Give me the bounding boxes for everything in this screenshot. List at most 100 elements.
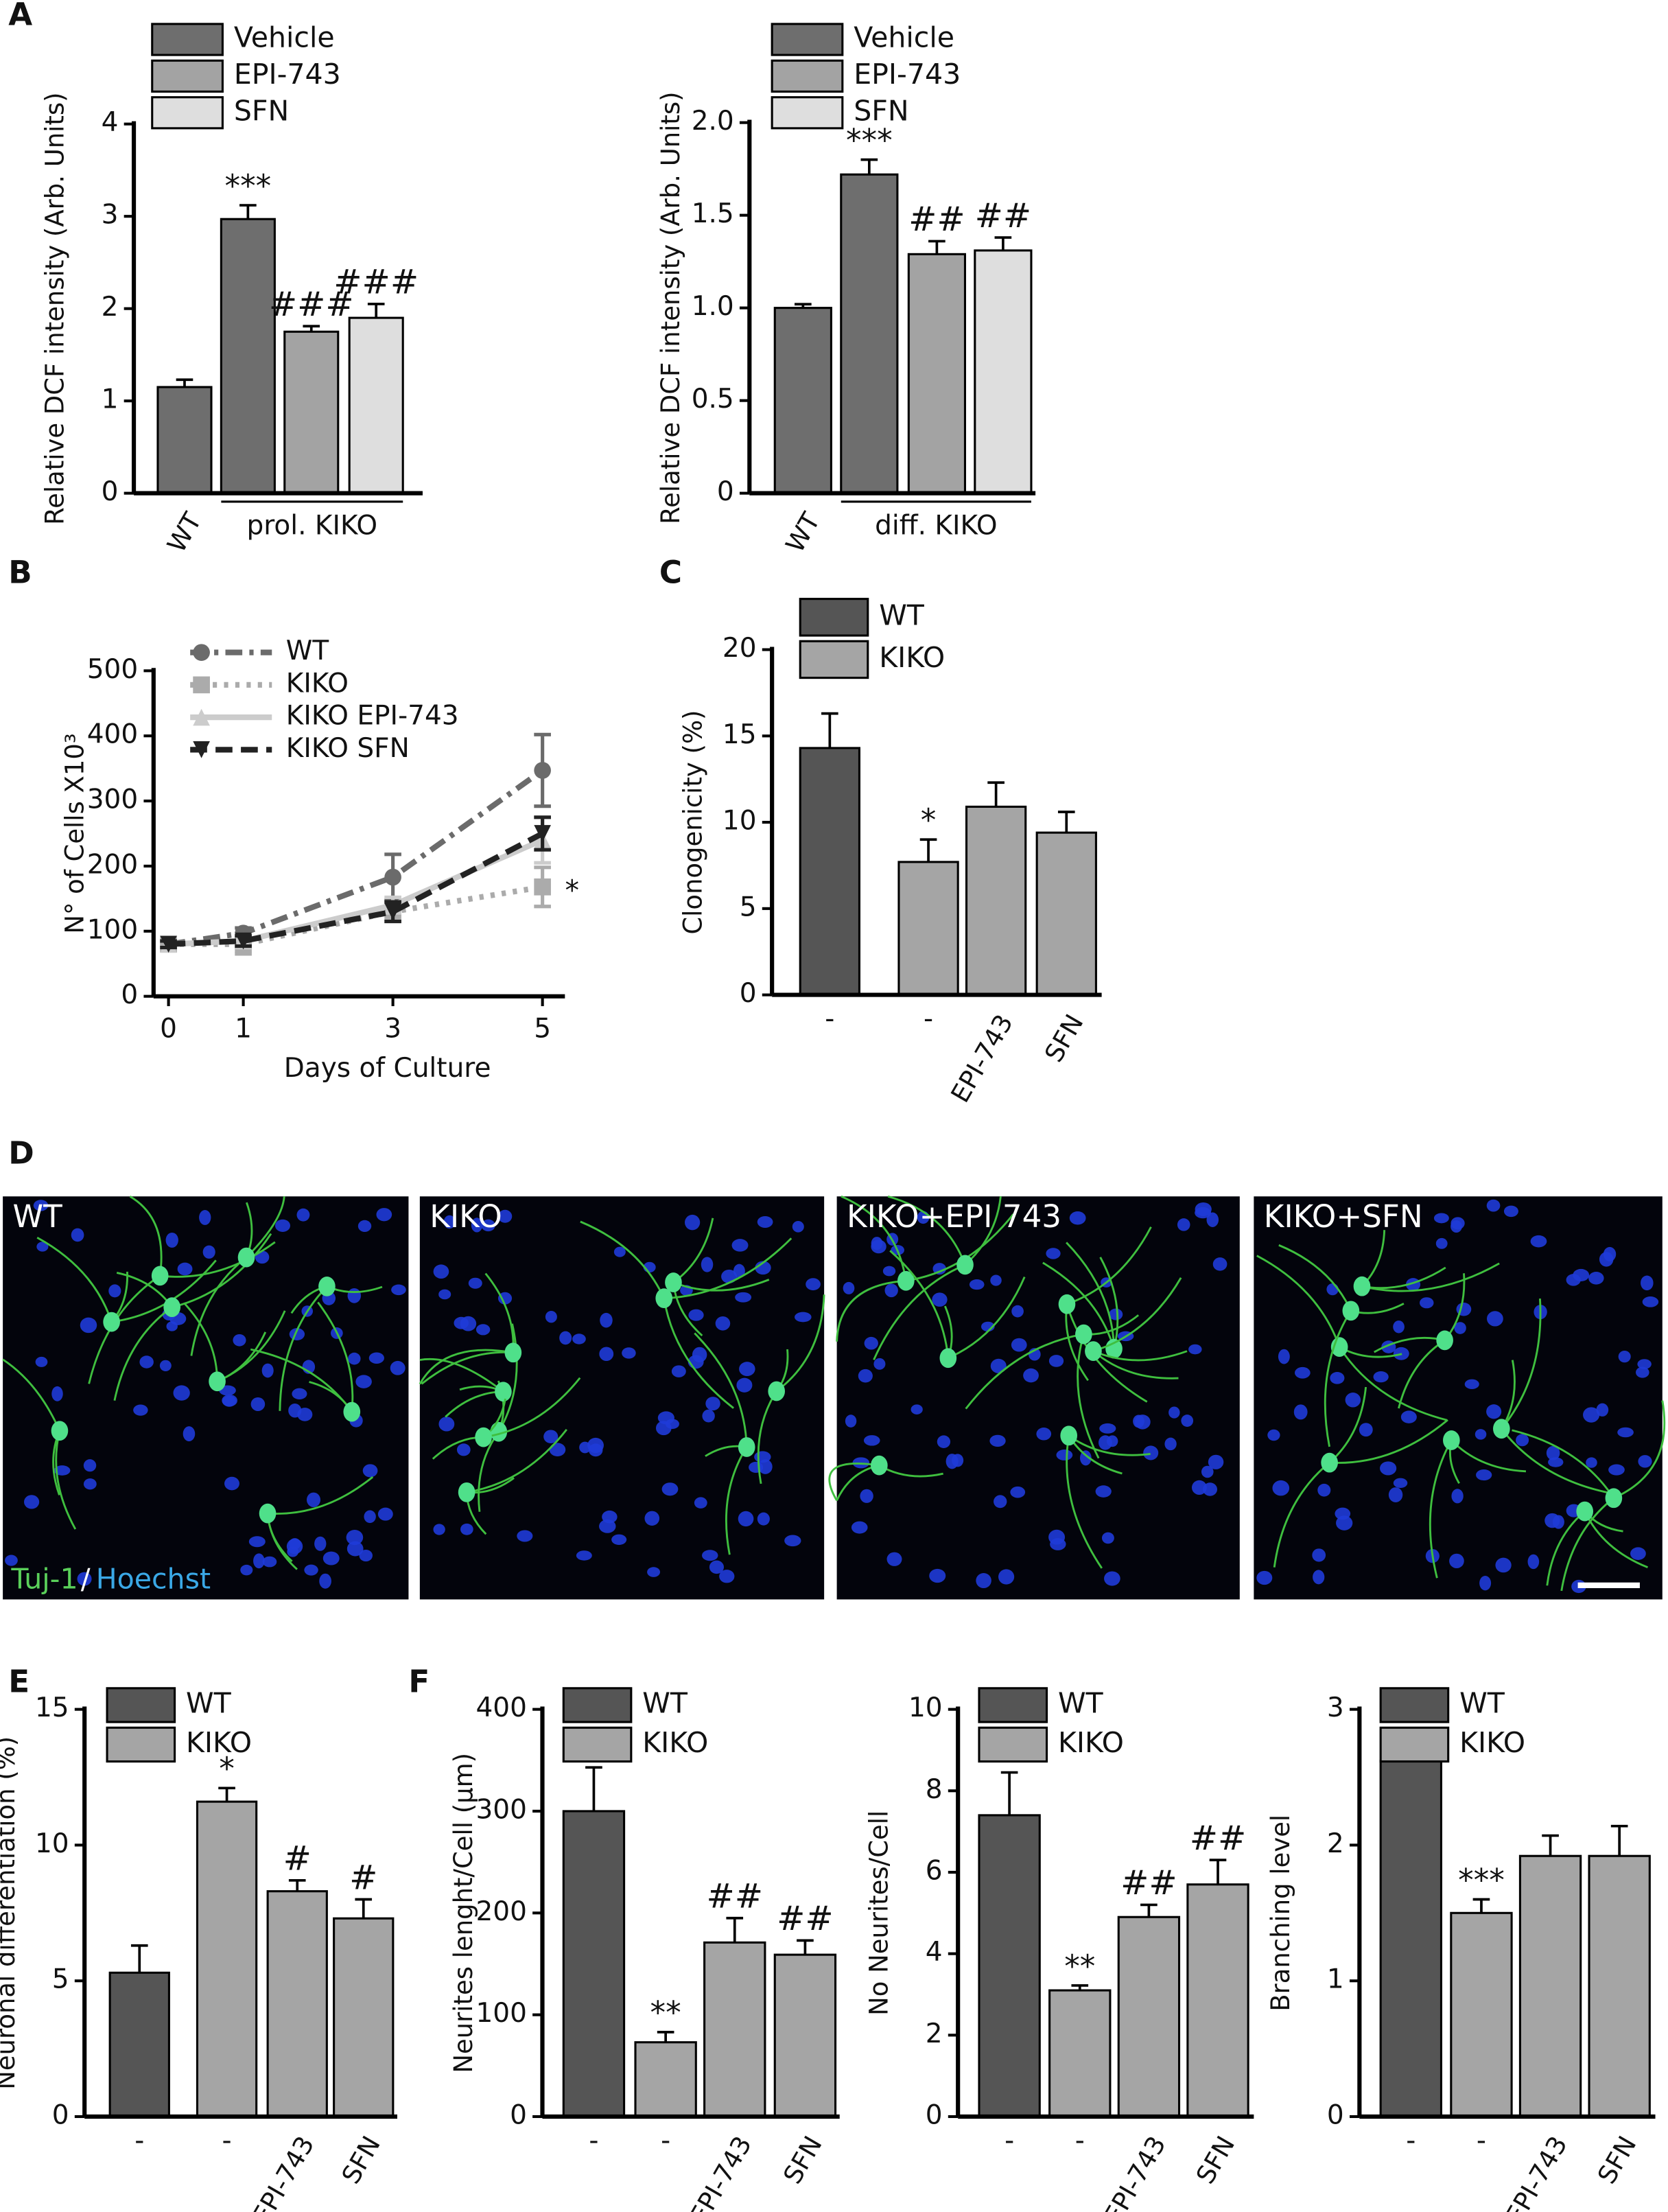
y-tick-label: 0 (717, 476, 734, 507)
nucleus (348, 1352, 361, 1365)
bar (220, 218, 276, 495)
neuron-body (475, 1427, 492, 1447)
nucleus (364, 1510, 376, 1524)
y-tick-label: 6 (926, 1855, 943, 1886)
marker (193, 708, 210, 726)
nucleus (1503, 1205, 1518, 1218)
neurite (965, 1333, 1084, 1410)
nucleus (858, 1369, 873, 1383)
significance: *** (224, 167, 271, 204)
y-tick-label: 0 (121, 979, 138, 1010)
x-tick-label: - (825, 1003, 834, 1034)
neurite (1361, 1266, 1446, 1290)
panel-label: A (8, 0, 32, 33)
nucleus (481, 1219, 495, 1232)
neurite (725, 1446, 748, 1555)
x-tick-label: - (134, 2125, 144, 2156)
x-tick-label: 3 (384, 1013, 401, 1044)
nucleus (1345, 1393, 1361, 1408)
y-tick-label: 15 (35, 1692, 69, 1723)
panel-label: C (659, 555, 682, 591)
nucleus (1380, 1461, 1397, 1476)
nucleus (322, 1551, 340, 1565)
nucleus (1359, 1423, 1373, 1437)
neurite (1338, 1346, 1447, 1421)
nucleus (702, 1550, 718, 1561)
nucleus (1617, 1427, 1634, 1438)
legend-swatch (771, 59, 844, 93)
neurite (1092, 1277, 1182, 1352)
x-tick-label: 1 (235, 1013, 252, 1044)
neurite (55, 1430, 77, 1530)
nucleus (319, 1573, 331, 1589)
nucleus (1272, 1480, 1290, 1496)
nucleus (1168, 1406, 1180, 1419)
nucleus (133, 1404, 148, 1416)
x-tick-label: - (222, 2125, 232, 2156)
nucleus (1476, 1469, 1492, 1481)
nucleus (644, 1511, 660, 1526)
x-tick-label: SFN (777, 2131, 827, 2189)
neuron-body (1493, 1419, 1510, 1439)
nucleus (1256, 1570, 1273, 1585)
y-axis-label: No Neurites/Cell (865, 1811, 894, 2016)
neurite (190, 1256, 247, 1356)
micrograph (1254, 1196, 1663, 1600)
nucleus (1048, 1355, 1064, 1367)
nucleus (600, 1312, 613, 1328)
nucleus (1618, 1350, 1631, 1363)
y-tick-label: 3 (1327, 1692, 1344, 1723)
legend-swatch (106, 1726, 176, 1763)
neurite (421, 1351, 513, 1385)
neuron-body (1576, 1501, 1594, 1522)
bar (907, 253, 966, 495)
group-label: diff. KIKO (875, 510, 997, 541)
neuron-body (768, 1381, 786, 1401)
neuron-body (259, 1503, 277, 1524)
nucleus (572, 1334, 586, 1344)
nucleus (715, 1316, 731, 1331)
neurite (419, 1358, 504, 1393)
nucleus (1080, 1450, 1092, 1466)
significance: ## (1190, 1818, 1247, 1858)
significance: * (921, 802, 937, 839)
nucleus (1069, 1211, 1086, 1225)
nucleus (51, 1386, 63, 1401)
y-axis-label: Relative DCF intensity (Arb. Units) (40, 92, 70, 524)
x-tick-label: - (1477, 2125, 1486, 2156)
nucleus (884, 1283, 898, 1298)
nucleus (199, 1209, 211, 1225)
neuron-body (343, 1401, 361, 1422)
nucleus (433, 1524, 445, 1535)
bar (974, 249, 1033, 495)
legend-swatch (799, 598, 869, 637)
nucleus (362, 1464, 378, 1478)
nucleus (240, 1564, 253, 1576)
legend-swatch (562, 1687, 633, 1723)
neurite (841, 1195, 907, 1281)
nucleus (692, 1347, 707, 1362)
nucleus (871, 1237, 883, 1250)
nucleus (1206, 1212, 1219, 1227)
nucleus (497, 1209, 513, 1223)
neurite (1560, 1497, 1614, 1592)
nucleus (1312, 1548, 1326, 1562)
y-axis-label: N° of Cells X10³ (60, 733, 89, 933)
nucleus (224, 1476, 239, 1491)
nucleus (222, 1394, 237, 1407)
marker (534, 825, 551, 842)
significance: # (349, 1857, 377, 1897)
nucleus (1048, 1529, 1066, 1545)
nucleus (454, 1316, 469, 1329)
nucleus (357, 1220, 372, 1233)
nucleus (721, 1269, 738, 1283)
significance: # (283, 1839, 312, 1878)
nucleus (71, 1228, 84, 1242)
legend-label: KIKO (642, 1726, 708, 1759)
nucleus (1636, 1366, 1649, 1378)
legend-label: WT (1058, 1686, 1104, 1719)
legend-label: WT (642, 1686, 688, 1719)
legend-label: WT (879, 598, 925, 631)
nucleus (1464, 1379, 1479, 1390)
neuron-body (897, 1270, 915, 1291)
